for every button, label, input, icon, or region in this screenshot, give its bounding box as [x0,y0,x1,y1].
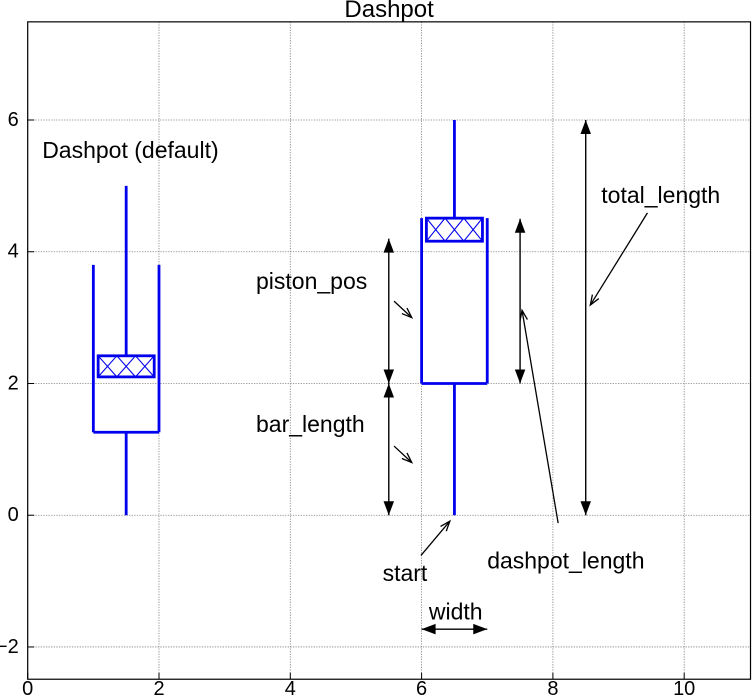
svg-text:total_length: total_length [601,182,720,208]
svg-text:8: 8 [547,678,558,697]
svg-text:0: 0 [8,504,19,526]
svg-text:4: 4 [285,678,296,697]
svg-text:2: 2 [153,678,164,697]
svg-text:4: 4 [8,241,19,263]
svg-text:2: 2 [8,373,19,395]
svg-text:bar_length: bar_length [256,411,365,437]
svg-text:0: 0 [22,678,33,697]
svg-text:6: 6 [8,109,19,131]
svg-text:Dashpot (default): Dashpot (default) [42,137,218,163]
svg-text:10: 10 [673,678,695,697]
svg-text:piston_pos: piston_pos [256,268,367,294]
svg-text:start: start [383,560,428,586]
svg-text:Dashpot: Dashpot [344,0,434,23]
svg-text:width: width [428,599,483,625]
svg-text:−2: −2 [0,636,19,658]
svg-text:dashpot_length: dashpot_length [487,548,644,574]
svg-text:6: 6 [416,678,427,697]
